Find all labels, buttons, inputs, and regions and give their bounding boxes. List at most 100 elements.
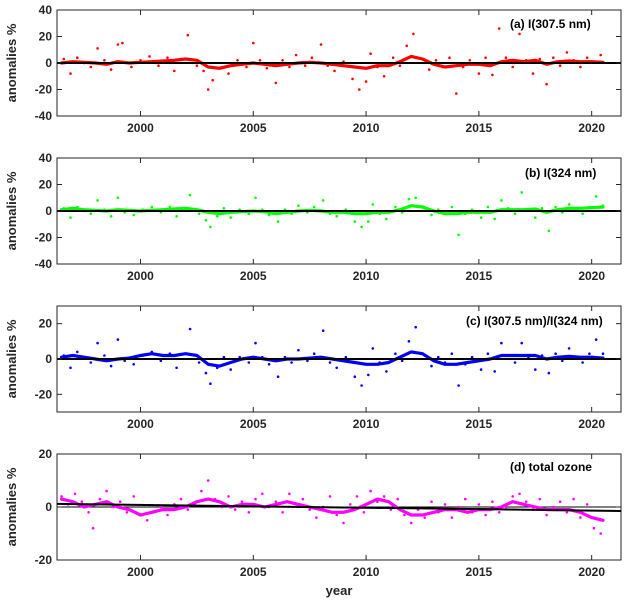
panel-d-point: [403, 513, 406, 517]
panel-c-point: [360, 384, 363, 387]
panel-d-point: [254, 497, 257, 501]
panel-c-point: [500, 341, 503, 345]
panel-b-point: [450, 205, 454, 209]
panel-d-point: [315, 516, 318, 519]
panel-d-point: [308, 508, 312, 511]
panel-b-marks: [57, 191, 621, 237]
panel-b-point: [540, 207, 544, 210]
panel-d-point: [206, 479, 210, 482]
panel-c-point: [312, 352, 316, 356]
panel-b-point: [493, 217, 497, 221]
panel-d-point: [355, 495, 359, 498]
panel-b-point: [209, 225, 212, 229]
panel-b-point: [89, 212, 93, 215]
panel-a-point: [468, 59, 472, 62]
panel-b-point: [367, 220, 370, 223]
panel-c-y-ticks: -20 0 20: [35, 317, 621, 401]
panel-b-y-tick-label: 40: [39, 151, 53, 165]
panel-a-point: [294, 53, 298, 57]
panel-a-point: [434, 59, 438, 62]
panel-d-point: [545, 513, 548, 517]
panel-c-point: [594, 338, 598, 341]
panel-a-x-tick-label: 2015: [466, 121, 493, 135]
panel-d-x-tick-label: 2005: [240, 565, 267, 579]
panel-d-point: [369, 489, 372, 493]
panel-c-point: [430, 364, 433, 368]
panel-c-x-tick-label: 2010: [353, 417, 380, 431]
panel-d-point: [118, 500, 122, 504]
panel-b-point: [254, 196, 257, 200]
panel-a-x-tick-label: 2010: [353, 121, 380, 135]
panel-d-y-tick-label: -20: [35, 553, 53, 567]
panel-c-point: [567, 347, 571, 350]
panel-b-point: [197, 212, 201, 215]
panel-b-x-tick-label: 2015: [466, 269, 493, 283]
panel-a-point: [206, 88, 210, 91]
panel-b-y-tick-label: -40: [35, 257, 53, 271]
panel-b-point: [414, 196, 418, 200]
panel-d-marks: [56, 479, 622, 535]
panel-a-y-tick-label: 20: [39, 30, 53, 44]
panel-a-point: [227, 72, 230, 75]
panel-a-x-tick-label: 2005: [240, 121, 267, 135]
panel-c-y-tick-label: -20: [35, 387, 53, 401]
panel-d-point: [281, 511, 284, 514]
panel-c-point: [188, 327, 192, 331]
panel-b-point: [534, 216, 537, 219]
panel-b-point: [353, 220, 357, 223]
panel-b-y-ticks: -40 -20 0 20 40: [35, 151, 621, 271]
panel-a-point: [173, 69, 176, 73]
panel-a-y-tick-label: 40: [39, 3, 53, 17]
panel-a-point: [303, 64, 307, 67]
panel-d-point: [484, 513, 487, 517]
panel-d-point: [491, 500, 494, 504]
panel-d-point: [538, 497, 542, 501]
panel-b-point: [335, 215, 339, 218]
panel-d-point: [200, 489, 203, 493]
panel-a-point: [265, 67, 269, 70]
panel-d-point: [382, 495, 386, 498]
panel-c-y-tick-label: 20: [39, 317, 53, 331]
panel-c-point: [123, 359, 126, 363]
panel-d-y-axis-label: anomalies %: [4, 467, 19, 546]
panel-c-point: [159, 359, 163, 363]
panel-c-point: [457, 384, 460, 387]
panel-c-y-tick-label: 0: [45, 352, 52, 366]
panel-c-point: [581, 361, 584, 364]
panel-b-x-tick-label: 2005: [240, 269, 267, 283]
panel-d-x-ticks: 2000 2005 2010 2015 2020: [127, 454, 605, 579]
panel-d-point: [443, 503, 447, 506]
panel-a-x-ticks: 2000 2005 2010 2015 2020: [127, 10, 605, 135]
panel-a-point: [252, 41, 255, 45]
panel-b-point: [132, 213, 135, 217]
panel-a-point: [405, 44, 409, 48]
panel-c-point: [229, 368, 232, 371]
panel-c-x-tick-label: 2020: [578, 417, 605, 431]
panel-b-point: [430, 213, 433, 217]
panel-d-title: (d) total ozone: [510, 460, 592, 474]
panel-d-point: [457, 505, 460, 509]
panel-d-x-tick-label: 2020: [578, 565, 605, 579]
panel-c-point: [353, 375, 357, 379]
panel-b-point: [222, 207, 226, 210]
panel-a-point: [398, 64, 402, 67]
panel-d-point: [572, 497, 575, 501]
panel-a-point: [412, 32, 415, 36]
panel-c-point: [407, 340, 411, 343]
panel-b-point: [321, 199, 325, 202]
panel-d-point: [186, 508, 190, 511]
panel-a-y-axis-label: anomalies %: [4, 23, 19, 102]
panel-d-point: [585, 503, 589, 506]
panel-b-x-tick-label: 2010: [353, 269, 380, 283]
panel-b-point: [267, 213, 271, 217]
panel-c-x-tick-label: 2005: [240, 417, 267, 431]
panel-c-point: [513, 361, 517, 364]
panel-b-point: [312, 205, 316, 209]
panel-a-point: [245, 65, 248, 69]
panel-c-point: [335, 366, 339, 370]
panel-b-point: [116, 196, 120, 200]
panel-c-point: [520, 341, 523, 345]
panel-a-point: [497, 27, 501, 30]
panel-b-title: (b) I(324 nm): [525, 166, 596, 180]
